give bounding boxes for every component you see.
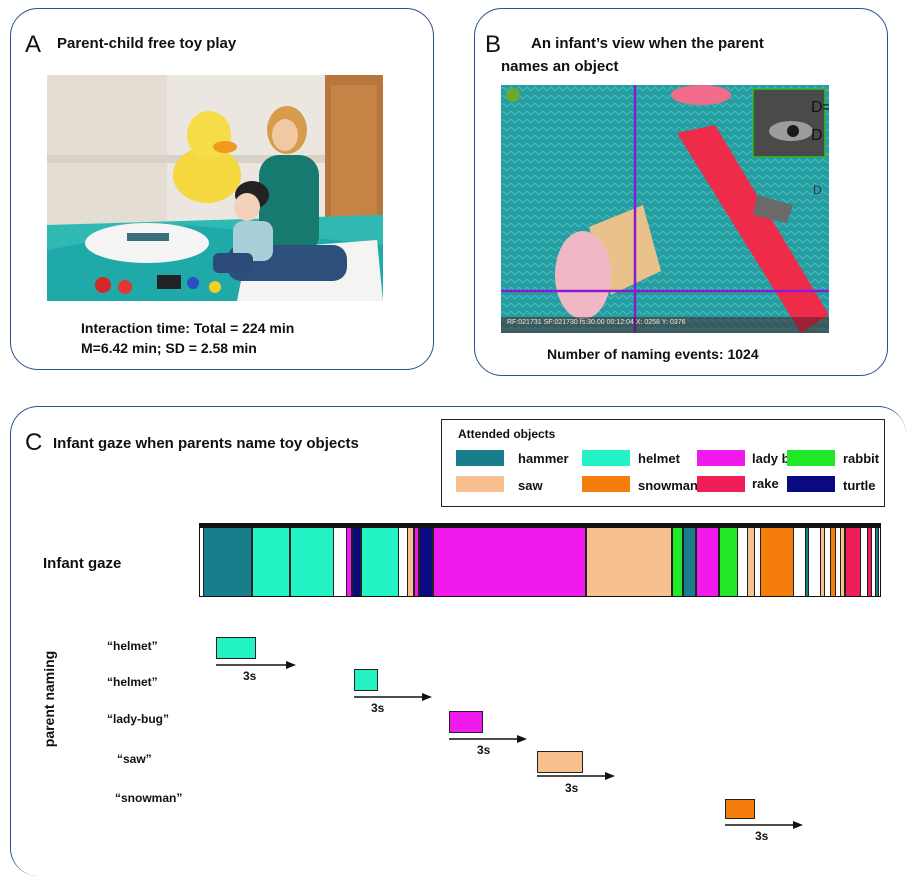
panel-a: A Parent-child free toy play — [10, 8, 434, 370]
legend-swatch-saw — [456, 476, 504, 492]
naming-event-saw — [537, 751, 583, 773]
gaze-segment-snowman — [760, 528, 795, 596]
legend-swatch-rake — [697, 476, 745, 492]
naming-duration-label-2: 3s — [477, 743, 491, 757]
legend-swatch-snowman — [582, 476, 630, 492]
gaze-segment-rake — [845, 528, 862, 596]
naming-arrow-1 — [354, 693, 432, 701]
panel-a-caption-line1: Interaction time: Total = 224 min — [81, 320, 295, 336]
naming-duration-label-3: 3s — [565, 781, 579, 795]
panel-a-title: Parent-child free toy play — [57, 35, 237, 52]
inset-label-1: D= — [811, 99, 829, 116]
naming-word-3: “saw” — [117, 752, 152, 766]
panel-c-title: Infant gaze when parents name toy object… — [53, 435, 359, 452]
panel-b: B An infant’s view when the parent names… — [474, 8, 888, 376]
free-play-photo-illustration — [47, 75, 383, 301]
legend: Attended objects hammer helmet lady bug rab… — [441, 419, 885, 507]
gaze-segment-hammer — [804, 528, 810, 596]
infant-view-illustration — [501, 85, 829, 333]
gaze-segment-rake — [866, 528, 873, 596]
gaze-segment-saw — [407, 528, 414, 596]
legend-swatch-turtle — [787, 476, 835, 492]
gaze-segment-lady-bug — [695, 528, 719, 596]
naming-arrow-2 — [449, 735, 527, 743]
panel-a-caption-line2: M=6.42 min; SD = 2.58 min — [81, 340, 257, 356]
gaze-bar-top-edge — [199, 523, 881, 527]
legend-swatch-lady-bug — [697, 450, 745, 466]
legend-label-snowman: snowman — [638, 478, 698, 493]
gaze-segment-hammer — [682, 528, 696, 596]
naming-word-4: “snowman” — [115, 791, 183, 805]
naming-duration-label-0: 3s — [243, 669, 257, 683]
panel-b-caption: Number of naming events: 1024 — [547, 346, 759, 362]
legend-swatch-helmet — [582, 450, 630, 466]
frame-overlay-text: RF:021731 SF:021730 fs:30.00 00:12:04 X:… — [507, 319, 686, 326]
naming-arrow-3 — [537, 772, 615, 780]
gaze-segment-lady-bug — [432, 528, 586, 596]
naming-arrow-4 — [725, 821, 803, 829]
gaze-segment-saw — [746, 528, 755, 596]
naming-event-snowman — [725, 799, 755, 819]
naming-duration-label-4: 3s — [755, 829, 769, 843]
gaze-segment-saw — [819, 528, 825, 596]
panel-a-letter: A — [25, 31, 42, 58]
gaze-segment-rabbit — [672, 528, 683, 596]
naming-word-0: “helmet” — [107, 639, 158, 653]
infant-gaze-label: Infant gaze — [43, 555, 122, 572]
panel-b-title-line2: names an object — [501, 58, 619, 75]
free-play-photo — [47, 75, 383, 301]
gaze-segment-saw — [840, 528, 846, 596]
legend-label-helmet: helmet — [638, 451, 680, 466]
gaze-segment-helmet — [361, 528, 400, 596]
legend-swatch-hammer — [456, 450, 504, 466]
naming-word-2: “lady-bug” — [107, 712, 169, 726]
gaze-segment-helmet — [251, 528, 290, 596]
infant-view-frame: D= D D RF:021731 SF:021730 fs:30.00 00:1… — [501, 85, 829, 333]
naming-word-1: “helmet” — [107, 675, 158, 689]
inset-label-3: D — [813, 183, 822, 197]
legend-swatch-rabbit — [787, 450, 835, 466]
panel-c-letter: C — [25, 429, 43, 456]
legend-label-rake: rake — [752, 476, 779, 491]
gaze-segment-helmet — [289, 528, 335, 596]
naming-arrow-0 — [216, 661, 296, 669]
gaze-segment-saw — [585, 528, 673, 596]
legend-label-saw: saw — [518, 478, 543, 493]
legend-label-hammer: hammer — [518, 451, 569, 466]
naming-duration-label-1: 3s — [371, 701, 385, 715]
gaze-segment-snowman — [830, 528, 836, 596]
panel-b-letter: B — [485, 31, 502, 58]
gaze-segment-turtle — [351, 528, 362, 596]
gaze-segment-lady-bug — [413, 528, 420, 596]
gaze-segment-turtle — [419, 528, 433, 596]
gaze-segment-hammer — [203, 528, 252, 596]
gaze-bar-inner — [199, 527, 881, 597]
naming-event-helmet — [354, 669, 378, 691]
legend-label-turtle: turtle — [843, 478, 876, 493]
inset-label-2: D — [811, 127, 823, 144]
panel-b-title-line1: An infant’s view when the parent — [531, 35, 764, 52]
gaze-segment-hammer — [874, 528, 879, 596]
gaze-segment-rabbit — [718, 528, 739, 596]
naming-event-helmet — [216, 637, 256, 659]
infant-gaze-bar — [199, 523, 881, 601]
legend-title: Attended objects — [458, 427, 556, 441]
gaze-segment-lady-bug — [346, 528, 352, 596]
panel-c: C Infant gaze when parents name toy obje… — [10, 406, 906, 876]
legend-label-rabbit: rabbit — [843, 451, 880, 466]
naming-event-lady-bug — [449, 711, 483, 733]
parent-naming-axis-label: parent naming — [41, 650, 57, 748]
